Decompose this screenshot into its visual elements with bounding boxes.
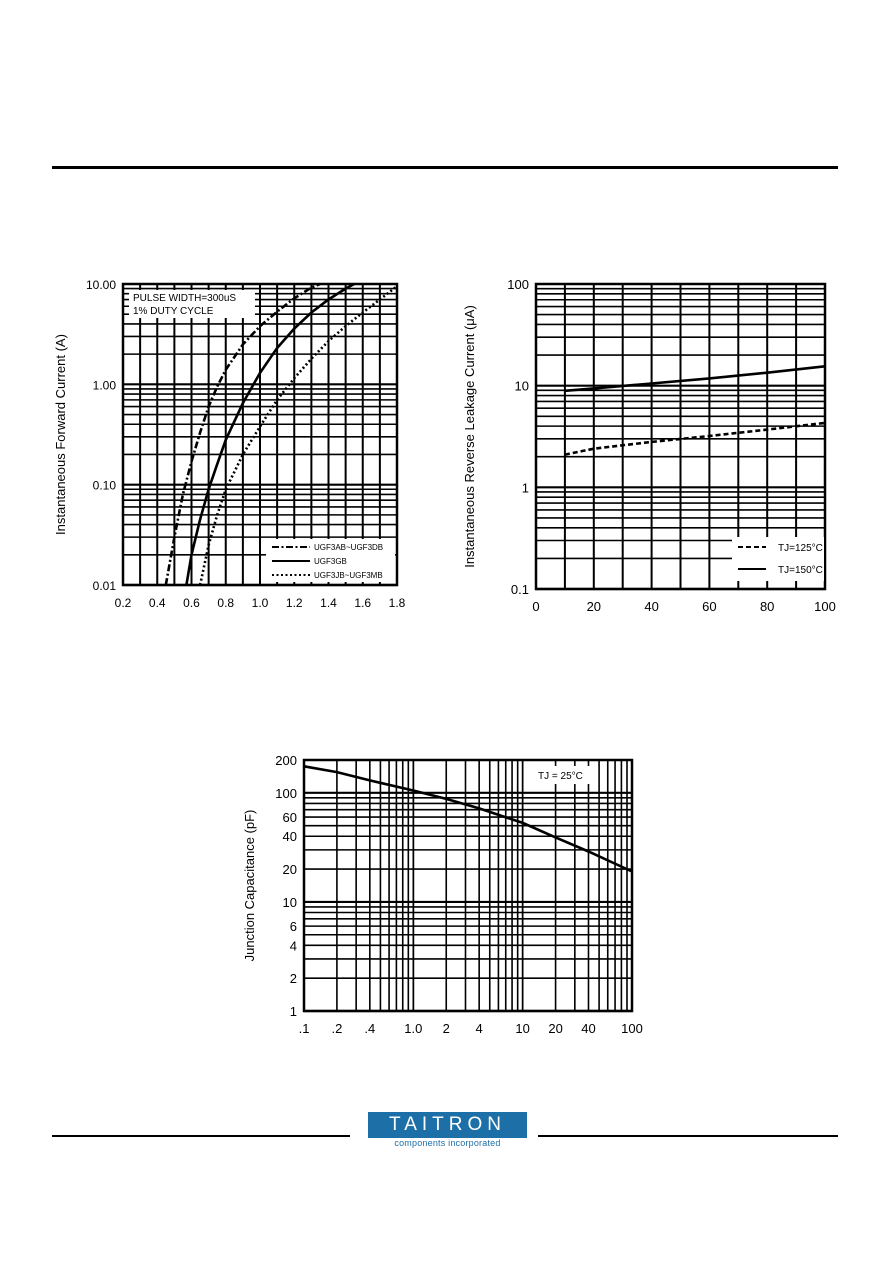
series-line bbox=[564, 365, 826, 393]
x-tick-label: 1.4 bbox=[320, 596, 337, 610]
x-tick-label: 2 bbox=[443, 1021, 450, 1036]
y-tick-label: 10 bbox=[283, 895, 297, 910]
annotation-text: TJ = 25°C bbox=[538, 771, 583, 782]
y-axis-label: Instantaneous Reverse Leakage Current (μ… bbox=[462, 305, 477, 568]
y-tick-label: 10.00 bbox=[86, 278, 116, 292]
y-tick-label: 10 bbox=[515, 379, 529, 394]
legend-box bbox=[732, 537, 824, 581]
y-tick-label: 1.00 bbox=[93, 378, 117, 392]
y-tick-label: 100 bbox=[275, 786, 297, 801]
legend-label: UGF3AB~UGF3DB bbox=[314, 543, 383, 552]
x-tick-label: 100 bbox=[621, 1021, 643, 1036]
x-tick-label: 0 bbox=[532, 599, 539, 614]
y-tick-label: 6 bbox=[290, 919, 297, 934]
y-axis-label: Junction Capacitance (pF) bbox=[242, 810, 257, 962]
plot-frame bbox=[534, 282, 827, 591]
x-tick-label: 0.8 bbox=[217, 596, 234, 610]
y-tick-label: 200 bbox=[275, 753, 297, 768]
x-tick-label: .1 bbox=[299, 1021, 310, 1036]
legend-label: TJ=125°C bbox=[778, 543, 823, 554]
x-tick-label: 10 bbox=[515, 1021, 529, 1036]
x-tick-label: 0.4 bbox=[149, 596, 166, 610]
x-tick-label: 0.2 bbox=[115, 596, 132, 610]
legend-label: UGF3GB bbox=[314, 557, 347, 566]
x-tick-label: 1.0 bbox=[404, 1021, 422, 1036]
y-tick-label: 100 bbox=[507, 277, 529, 292]
x-tick-label: 1.8 bbox=[389, 596, 406, 610]
y-axis-label: Instantaneous Forward Current (A) bbox=[53, 334, 68, 535]
x-tick-label: 80 bbox=[760, 599, 774, 614]
series-line bbox=[164, 282, 321, 586]
annotation-box bbox=[129, 290, 255, 318]
annotation-line: 1% DUTY CYCLE bbox=[133, 306, 214, 317]
y-tick-label: 40 bbox=[283, 829, 297, 844]
x-tick-label: 4 bbox=[476, 1021, 483, 1036]
annotation-line: PULSE WIDTH=300uS bbox=[133, 293, 236, 304]
annotation-box bbox=[532, 766, 594, 784]
x-tick-label: 20 bbox=[548, 1021, 562, 1036]
x-tick-label: 1.0 bbox=[252, 596, 269, 610]
x-tick-label: .4 bbox=[364, 1021, 375, 1036]
footer-rule-left bbox=[52, 1135, 350, 1137]
x-tick-label: 40 bbox=[644, 599, 658, 614]
x-tick-label: 20 bbox=[587, 599, 601, 614]
x-tick-label: 1.6 bbox=[354, 596, 371, 610]
chart-1: 0.2 0.4 0.6 0.8 1.0 1.2 1.4 1.6 1.8 0.01 0.10 1.00 1… bbox=[53, 278, 406, 610]
y-tick-label: 0.01 bbox=[93, 579, 117, 593]
series-line bbox=[564, 421, 826, 456]
legend-label: UGF3JB~UGF3MB bbox=[314, 571, 383, 580]
y-tick-label: 20 bbox=[283, 862, 297, 877]
x-tick-label: .2 bbox=[331, 1021, 342, 1036]
plot-frame bbox=[121, 282, 399, 587]
y-tick-label: 4 bbox=[290, 938, 297, 953]
chart-2: 0 20 40 60 80 100 0.1 1 10 100 Instantaneous Rever… bbox=[462, 277, 836, 614]
taitron-logo: TAITRON bbox=[368, 1112, 527, 1138]
x-tick-label: 1.2 bbox=[286, 596, 303, 610]
x-tick-label: 0.6 bbox=[183, 596, 200, 610]
y-tick-label: 1 bbox=[290, 1004, 297, 1019]
x-tick-label: 40 bbox=[581, 1021, 595, 1036]
logo-tagline: components incorporated bbox=[394, 1138, 501, 1148]
header-rule bbox=[52, 166, 838, 169]
plot-frame bbox=[302, 758, 634, 1013]
footer-rule-right bbox=[538, 1135, 838, 1137]
series-line bbox=[185, 282, 355, 586]
series-line bbox=[198, 285, 398, 586]
y-tick-label: 60 bbox=[283, 810, 297, 825]
y-tick-label: 0.10 bbox=[93, 479, 117, 493]
y-tick-label: 0.1 bbox=[511, 582, 529, 597]
x-tick-label: 100 bbox=[814, 599, 836, 614]
chart-3: .1 .2 .4 1.0 2 4 10 20 40 100 1 2 4 6 10 20 40 60 100 200 Ju… bbox=[242, 753, 643, 1036]
series-line bbox=[303, 765, 633, 873]
x-tick-label: 60 bbox=[702, 599, 716, 614]
y-tick-label: 1 bbox=[522, 480, 529, 495]
legend-label: TJ=150°C bbox=[778, 565, 823, 576]
y-tick-label: 2 bbox=[290, 971, 297, 986]
